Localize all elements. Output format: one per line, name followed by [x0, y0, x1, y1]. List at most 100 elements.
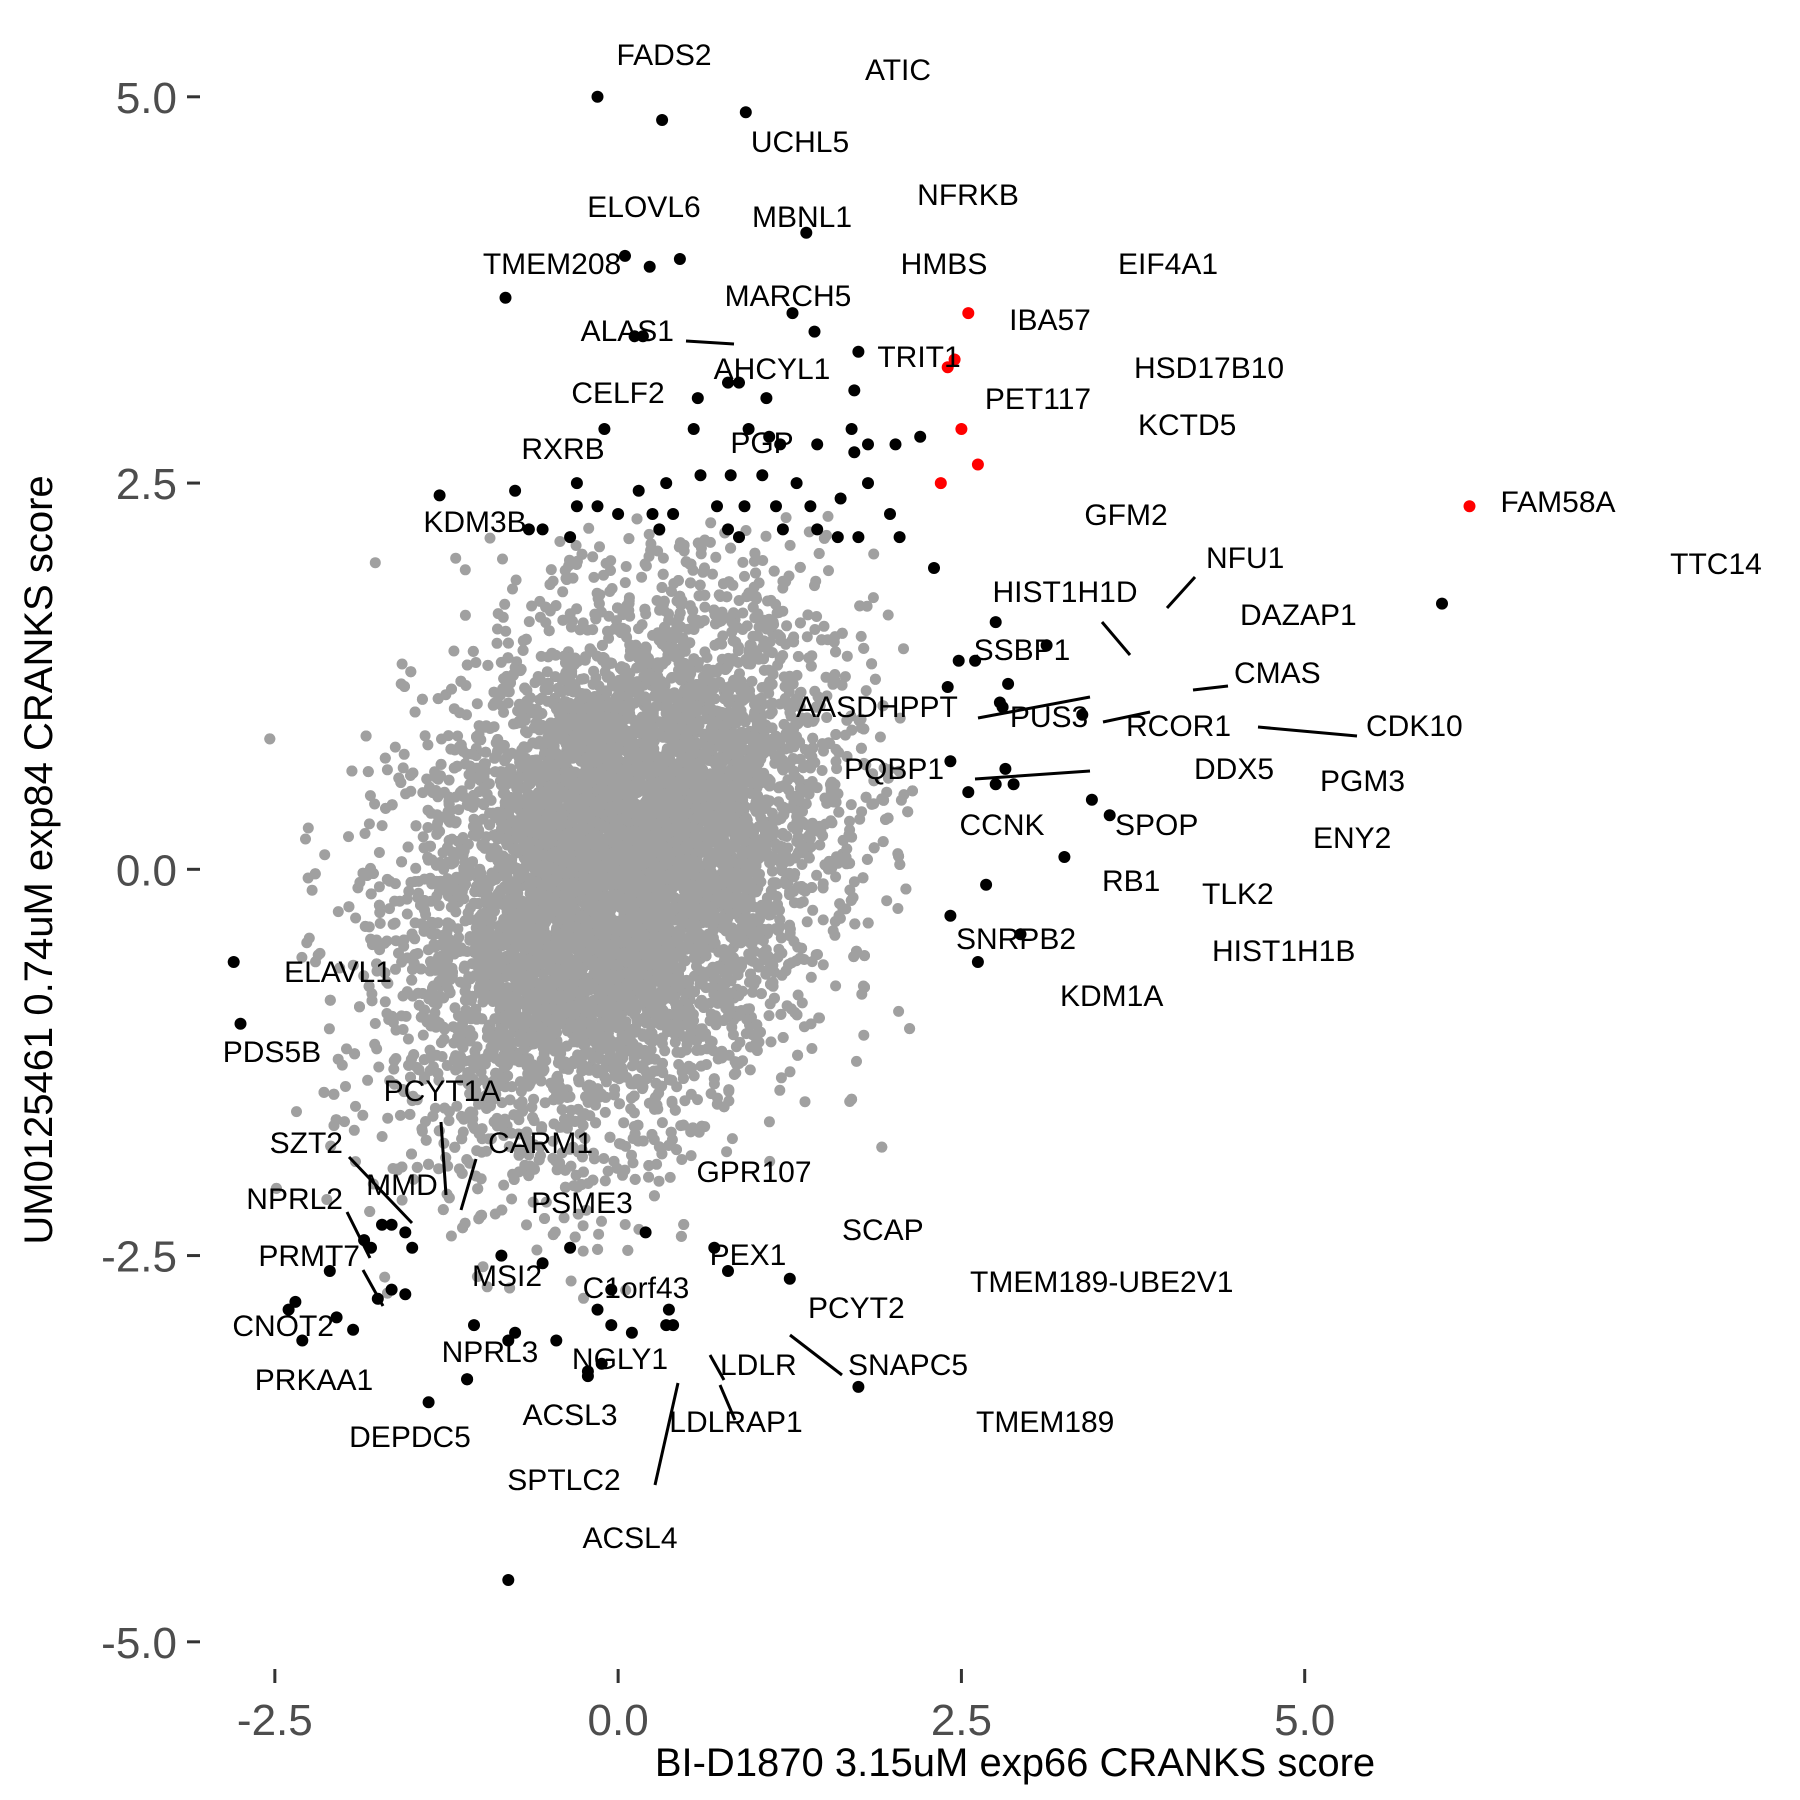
- background-point: [422, 739, 434, 751]
- background-point: [321, 1194, 333, 1205]
- background-point: [780, 512, 792, 524]
- background-point: [455, 1110, 467, 1122]
- background-point: [347, 959, 359, 971]
- background-point: [811, 611, 823, 622]
- background-point: [701, 652, 713, 663]
- background-point: [398, 748, 410, 760]
- background-point: [802, 609, 814, 621]
- background-point: [753, 577, 765, 589]
- background-point: [781, 620, 793, 632]
- background-point: [450, 906, 462, 918]
- background-point: [881, 895, 893, 907]
- background-point: [445, 1230, 457, 1242]
- background-point: [588, 571, 600, 583]
- background-point: [306, 884, 318, 896]
- background-point: [794, 897, 806, 909]
- background-point: [417, 831, 429, 843]
- background-point: [523, 616, 535, 628]
- background-point: [867, 592, 879, 604]
- background-point: [382, 1112, 394, 1124]
- background-point: [598, 1153, 610, 1164]
- background-point: [302, 822, 314, 834]
- background-point: [374, 917, 386, 929]
- background-point: [823, 565, 834, 577]
- background-point: [417, 1029, 429, 1041]
- background-point: [771, 607, 783, 619]
- background-point: [565, 1275, 577, 1287]
- background-point: [844, 884, 856, 896]
- background-point: [845, 799, 857, 811]
- background-point: [692, 1094, 703, 1106]
- background-point: [459, 564, 471, 576]
- background-point: [619, 577, 631, 589]
- background-point: [604, 586, 616, 597]
- background-point: [565, 621, 577, 633]
- background-point: [405, 785, 417, 797]
- background-point: [390, 935, 402, 947]
- background-point: [341, 1043, 352, 1055]
- background-point: [799, 1096, 811, 1108]
- background-point: [784, 1066, 796, 1078]
- background-point: [570, 540, 582, 551]
- background-point: [577, 617, 589, 629]
- background-point: [775, 1072, 787, 1084]
- background-point: [726, 1133, 738, 1145]
- background-point: [433, 900, 445, 912]
- background-point: [893, 1005, 905, 1017]
- background-point: [739, 716, 751, 728]
- background-point: [485, 1133, 497, 1145]
- background-point: [856, 806, 868, 818]
- background-point: [340, 1081, 351, 1092]
- background-point: [402, 1033, 414, 1045]
- background-point: [766, 865, 778, 877]
- background-point: [780, 576, 792, 588]
- background-point: [805, 971, 817, 983]
- background-point: [839, 671, 851, 683]
- background-point: [381, 764, 393, 776]
- background-point: [757, 555, 769, 566]
- background-point: [379, 1271, 391, 1283]
- background-point: [841, 650, 853, 662]
- background-point: [397, 762, 409, 774]
- background-point: [807, 904, 819, 916]
- background-point: [526, 600, 538, 612]
- background-point: [664, 1171, 676, 1183]
- background-point: [763, 1010, 775, 1022]
- background-point: [599, 1175, 611, 1187]
- background-point: [531, 1244, 543, 1256]
- background-point: [895, 794, 907, 806]
- background-point: [734, 1036, 746, 1048]
- background-point: [583, 522, 595, 534]
- background-point: [357, 1109, 369, 1121]
- background-point: [817, 914, 829, 926]
- background-point: [471, 698, 483, 710]
- background-point: [620, 561, 632, 572]
- background-point: [319, 849, 331, 861]
- background-point: [358, 970, 370, 982]
- background-point: [554, 536, 566, 547]
- background-point: [710, 551, 722, 563]
- background-point: [593, 1228, 605, 1240]
- background-point: [448, 645, 460, 657]
- background-point: [599, 1106, 611, 1118]
- background-point: [817, 959, 829, 971]
- background-point: [763, 613, 775, 625]
- background-point: [806, 1043, 818, 1054]
- background-point: [765, 1036, 777, 1048]
- background-point: [868, 548, 880, 560]
- background-point: [498, 1179, 510, 1191]
- background-point: [459, 609, 471, 621]
- background-point: [811, 869, 823, 881]
- background-point: [882, 609, 894, 621]
- background-point: [685, 1150, 697, 1162]
- background-point: [858, 1029, 870, 1041]
- background-point: [491, 637, 503, 649]
- background-point: [408, 1173, 419, 1185]
- background-point: [791, 669, 803, 681]
- background-point: [481, 1281, 493, 1293]
- background-point: [784, 539, 796, 551]
- background-point: [557, 586, 569, 598]
- background-point: [471, 1271, 483, 1283]
- background-point: [343, 831, 354, 843]
- background-point: [497, 553, 508, 565]
